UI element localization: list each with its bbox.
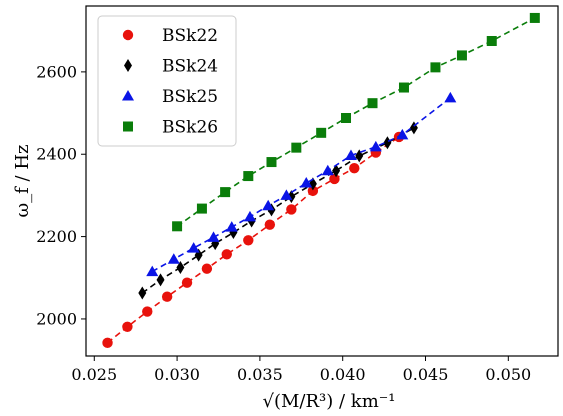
- legend-box: [97, 15, 237, 147]
- data-point-bsk24: [176, 260, 185, 274]
- legend-label-bsk24: BSk24: [162, 57, 218, 77]
- y-axis-label: ω_f / Hz: [12, 144, 33, 217]
- data-point-bsk25: [396, 128, 409, 140]
- x-axis-label: √(M/R³) / km⁻¹: [263, 391, 396, 412]
- data-point-bsk26: [486, 36, 497, 46]
- data-point-bsk22: [102, 337, 113, 349]
- x-tick-label: 0.025: [71, 365, 117, 384]
- data-point-bsk22: [142, 306, 153, 317]
- data-point-bsk22: [264, 219, 276, 230]
- plot-series: [102, 12, 540, 349]
- data-point-bsk22: [286, 204, 297, 215]
- y-tick-label: 2200: [36, 227, 77, 246]
- y-tick-label: 2600: [36, 62, 77, 81]
- data-point-bsk22: [243, 235, 254, 246]
- legend-marker-bsk25: [122, 90, 134, 101]
- data-point-bsk26: [367, 98, 378, 109]
- data-point-bsk22: [122, 321, 133, 332]
- data-point-bsk25: [444, 91, 457, 103]
- data-point-bsk26: [529, 12, 540, 23]
- x-tick-label: 0.045: [403, 365, 449, 384]
- data-point-bsk25: [187, 242, 200, 253]
- legend-label-bsk22: BSk22: [162, 26, 218, 46]
- legend-label-bsk25: BSk25: [162, 87, 218, 107]
- x-tick-label: 0.050: [485, 365, 531, 384]
- legend-marker-bsk26: [123, 121, 133, 132]
- y-tick-label: 2000: [36, 309, 77, 328]
- data-point-bsk26: [430, 62, 441, 73]
- data-point-bsk25: [225, 221, 238, 232]
- data-point-bsk22: [221, 249, 232, 260]
- data-point-bsk26: [456, 50, 467, 61]
- data-point-bsk25: [344, 149, 357, 160]
- data-point-bsk26: [266, 157, 277, 168]
- data-point-bsk26: [291, 142, 302, 153]
- legend-marker-bsk22: [122, 29, 134, 41]
- data-point-bsk26: [196, 203, 207, 214]
- data-point-bsk25: [207, 231, 220, 242]
- data-point-bsk22: [329, 173, 340, 185]
- data-point-bsk24: [138, 286, 147, 300]
- data-point-bsk25: [243, 210, 256, 222]
- data-point-bsk25: [167, 253, 180, 264]
- plot-frame: [85, 5, 559, 357]
- data-point-bsk26: [398, 82, 409, 93]
- data-point-bsk22: [161, 291, 173, 302]
- x-axis: 0.025 0.030 0.035 0.040 0.045 0.050: [71, 356, 531, 384]
- data-point-bsk24: [156, 273, 165, 287]
- legend-marker-bsk24: [124, 59, 132, 72]
- x-tick-label: 0.040: [320, 365, 366, 384]
- data-point-bsk24: [383, 136, 392, 150]
- data-point-bsk26: [316, 127, 327, 138]
- data-point-bsk25: [146, 265, 159, 277]
- x-tick-label: 0.030: [154, 365, 200, 384]
- data-point-bsk26: [220, 187, 231, 198]
- data-point-bsk26: [341, 113, 352, 123]
- legend: BSk22 BSk24 BSk25 BSk26: [97, 15, 237, 147]
- data-point-bsk26: [243, 171, 254, 182]
- data-point-bsk22: [307, 185, 319, 197]
- x-tick-label: 0.035: [237, 365, 283, 384]
- data-point-bsk25: [300, 177, 313, 188]
- data-point-bsk25: [369, 140, 382, 152]
- y-tick-label: 2400: [36, 145, 77, 164]
- data-point-bsk22: [181, 277, 193, 288]
- data-point-bsk26: [172, 221, 183, 232]
- data-point-bsk24: [332, 164, 341, 178]
- data-point-bsk25: [262, 199, 275, 211]
- data-point-bsk25: [280, 189, 293, 200]
- legend-label-bsk26: BSk26: [162, 118, 218, 138]
- data-point-bsk22: [349, 163, 360, 174]
- data-point-bsk22: [201, 263, 213, 274]
- data-point-bsk25: [321, 164, 334, 176]
- y-axis: 2000 2200 2400 2600: [36, 62, 86, 328]
